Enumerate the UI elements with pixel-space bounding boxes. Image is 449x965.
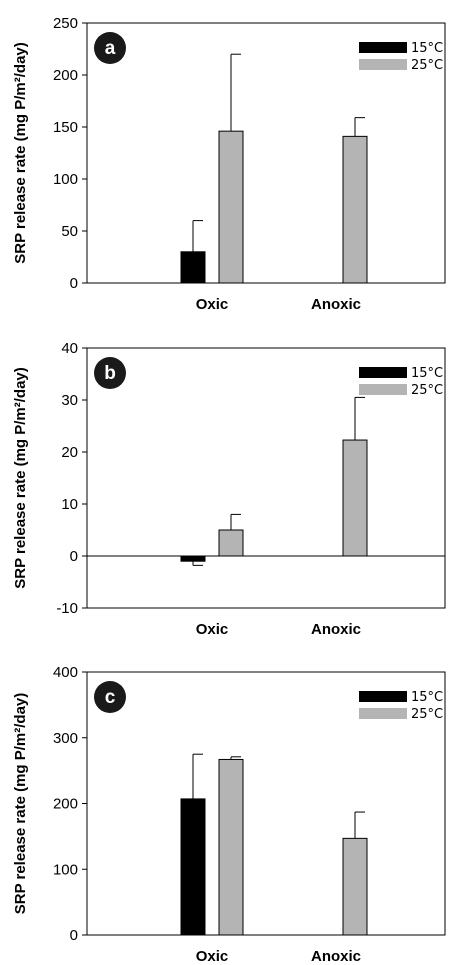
bar xyxy=(180,251,206,284)
x-category-label: Oxic xyxy=(196,621,229,638)
bar xyxy=(218,529,244,557)
bar xyxy=(342,439,368,557)
bar xyxy=(180,798,206,936)
y-tick-label: 40 xyxy=(61,340,78,357)
legend-label: 15°C xyxy=(411,41,443,56)
x-category-label: Anoxic xyxy=(311,621,361,638)
x-category-label: Oxic xyxy=(196,296,229,313)
y-tick-label: 100 xyxy=(53,861,78,878)
legend-label: 25°C xyxy=(411,383,443,398)
bar xyxy=(218,758,244,936)
panel-label-badge xyxy=(94,32,126,64)
x-category-label: Anoxic xyxy=(311,296,361,313)
plot-frame xyxy=(86,22,446,284)
y-tick-label: 50 xyxy=(61,223,78,240)
x-category-label: Oxic xyxy=(196,948,229,965)
bar xyxy=(342,135,368,284)
y-tick-label: 0 xyxy=(70,927,78,944)
bar xyxy=(180,555,206,562)
legend-swatch xyxy=(359,42,407,53)
legend-label: 15°C xyxy=(411,366,443,381)
y-tick-label: 10 xyxy=(61,496,78,513)
y-tick-label: 0 xyxy=(70,275,78,292)
x-category-label: Anoxic xyxy=(311,948,361,965)
y-tick-label: 100 xyxy=(53,171,78,188)
y-tick-label: 200 xyxy=(53,67,78,84)
chart-panel-c: 0 100 200 300 400 SRP release rate (mg P/m²/d… xyxy=(12,664,446,965)
legend-swatch xyxy=(359,59,407,70)
y-tick-label: 300 xyxy=(53,730,78,747)
legend-label: 15°C xyxy=(411,690,443,705)
legend-label: 25°C xyxy=(411,707,443,722)
bar xyxy=(342,837,368,936)
legend-swatch xyxy=(359,691,407,702)
y-tick-label: 20 xyxy=(61,444,78,461)
panel-label: c xyxy=(105,687,116,708)
legend-swatch xyxy=(359,708,407,719)
chart-panel-a: 0 50 100 150 200 250 SRP release rate (mg P/m²… xyxy=(12,15,446,313)
panel-label-badge xyxy=(94,357,126,389)
y-axis-label: SRP release rate (mg P/m²/day) xyxy=(12,693,29,914)
y-tick-label: 30 xyxy=(61,392,78,409)
y-tick-label: 250 xyxy=(53,15,78,32)
y-tick-label: -10 xyxy=(56,600,78,617)
plot-frame xyxy=(86,347,446,609)
y-axis-label: SRP release rate (mg P/m²/day) xyxy=(12,367,29,588)
chart-panel-b: -10 0 10 20 30 40 SRP release rate (mg P/m²/da… xyxy=(12,340,446,638)
legend-label: 25°C xyxy=(411,58,443,73)
panel-label-badge xyxy=(94,681,126,713)
y-tick-label: 150 xyxy=(53,119,78,136)
y-tick-label: 0 xyxy=(70,548,78,565)
legend-swatch xyxy=(359,367,407,378)
y-tick-label: 400 xyxy=(53,664,78,681)
y-tick-label: 200 xyxy=(53,796,78,813)
panel-label: a xyxy=(105,38,116,59)
legend-swatch xyxy=(359,384,407,395)
bar xyxy=(218,130,244,284)
panel-label: b xyxy=(104,363,116,384)
y-axis-label: SRP release rate (mg P/m²/day) xyxy=(12,42,29,263)
